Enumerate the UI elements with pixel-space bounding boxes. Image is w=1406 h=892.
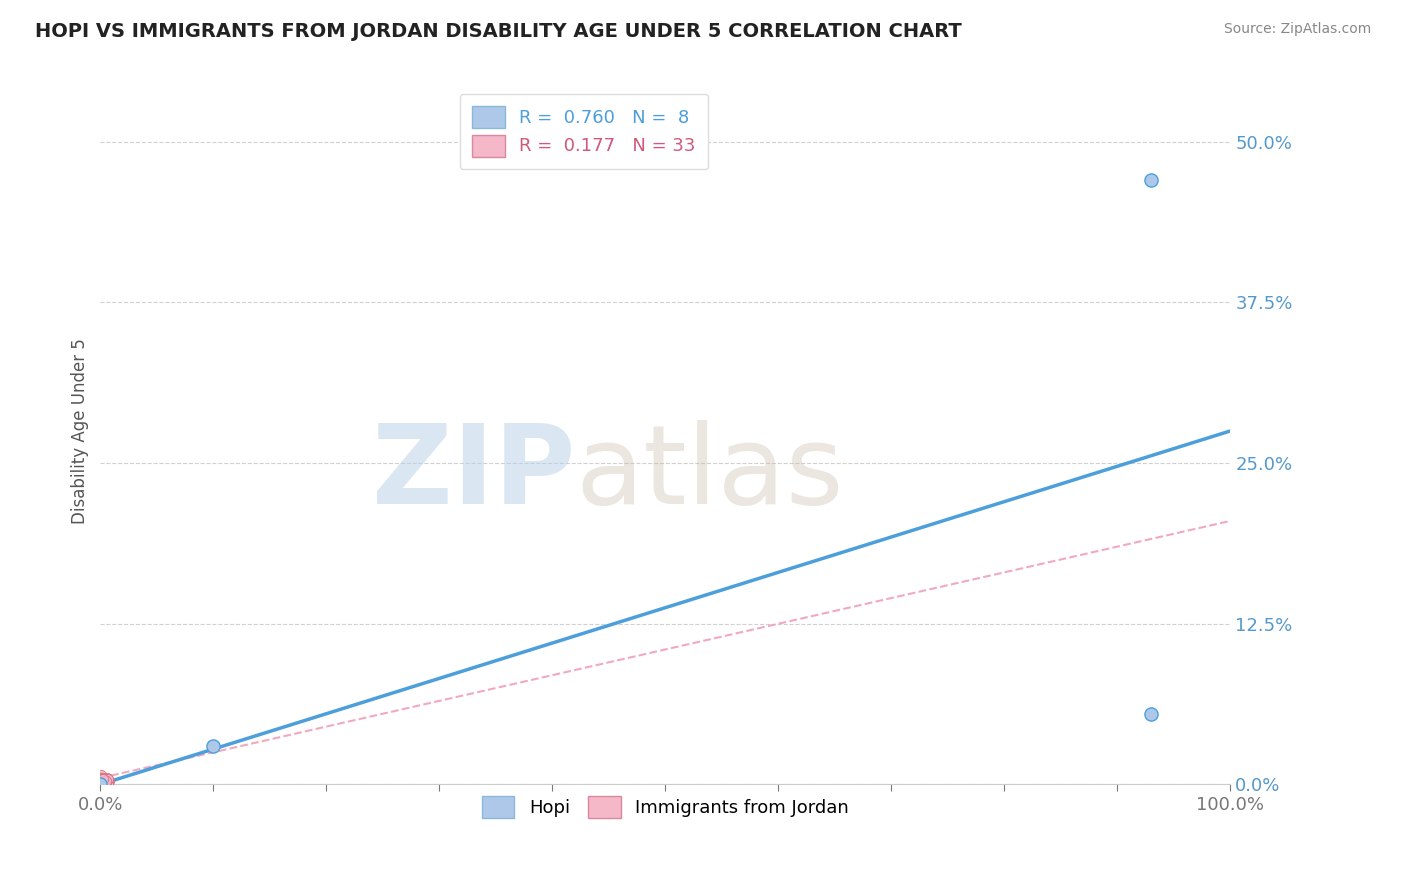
- Point: [1140, 706, 1163, 721]
- Point: [94, 773, 117, 788]
- Point: [1140, 173, 1163, 187]
- Point: [89, 777, 111, 791]
- Legend: Hopi, Immigrants from Jordan: Hopi, Immigrants from Jordan: [475, 789, 856, 825]
- Text: HOPI VS IMMIGRANTS FROM JORDAN DISABILITY AGE UNDER 5 CORRELATION CHART: HOPI VS IMMIGRANTS FROM JORDAN DISABILIT…: [35, 22, 962, 41]
- Point: [90, 771, 112, 785]
- Y-axis label: Disability Age Under 5: Disability Age Under 5: [72, 338, 89, 524]
- Point: [91, 775, 114, 789]
- Point: [89, 775, 111, 789]
- Point: [89, 771, 111, 785]
- Point: [90, 776, 112, 790]
- Point: [94, 775, 117, 789]
- Text: Source: ZipAtlas.com: Source: ZipAtlas.com: [1223, 22, 1371, 37]
- Point: [97, 772, 120, 787]
- Point: [98, 773, 121, 788]
- Point: [91, 773, 114, 788]
- Point: [202, 739, 225, 753]
- Text: atlas: atlas: [575, 420, 844, 527]
- Point: [93, 775, 115, 789]
- Point: [96, 772, 118, 787]
- Point: [91, 772, 114, 787]
- Point: [97, 776, 120, 790]
- Point: [89, 773, 111, 788]
- Point: [94, 776, 117, 790]
- Point: [96, 776, 118, 790]
- Point: [97, 775, 120, 789]
- Point: [96, 771, 118, 785]
- Point: [91, 776, 114, 790]
- Point: [94, 772, 117, 787]
- Point: [91, 771, 114, 785]
- Point: [94, 773, 117, 788]
- Point: [93, 775, 115, 789]
- Point: [94, 773, 117, 788]
- Point: [90, 772, 112, 787]
- Point: [94, 775, 117, 789]
- Point: [94, 772, 117, 787]
- Point: [89, 770, 111, 784]
- Text: ZIP: ZIP: [371, 420, 575, 527]
- Point: [89, 777, 111, 791]
- Point: [93, 773, 115, 788]
- Point: [93, 776, 115, 790]
- Point: [90, 768, 112, 782]
